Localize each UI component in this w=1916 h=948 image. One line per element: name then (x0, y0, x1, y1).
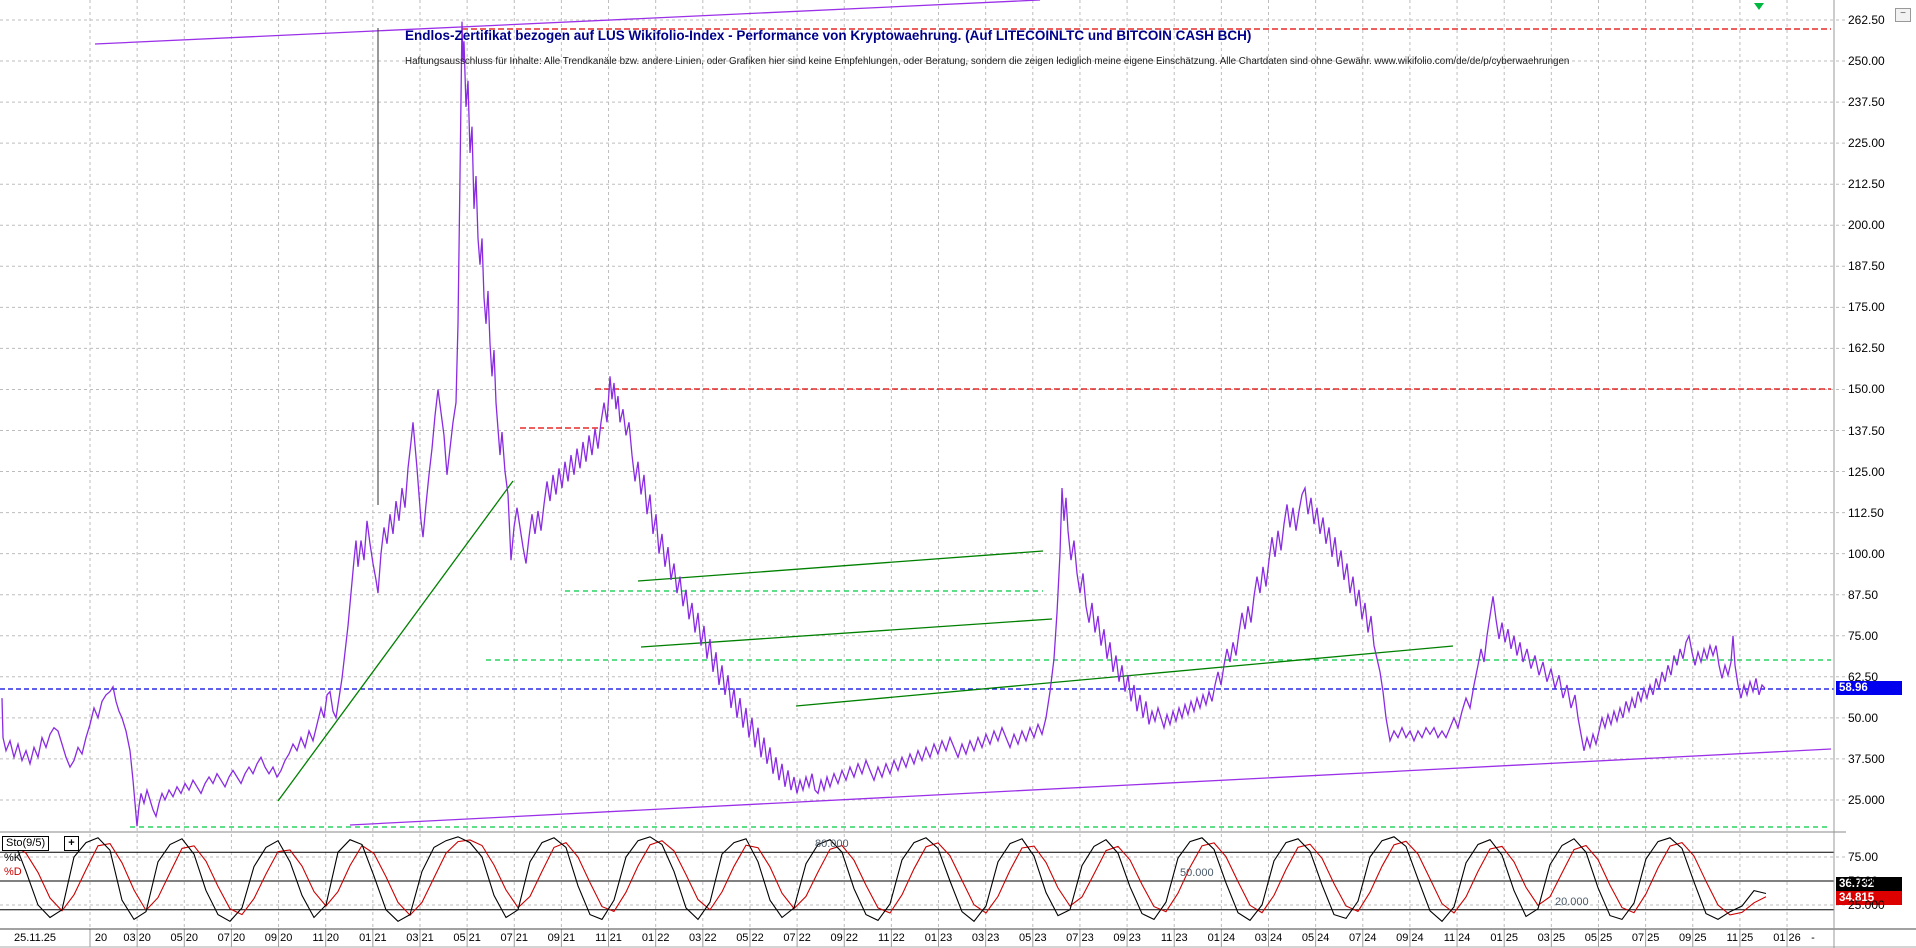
x-axis-label: 11 25 (1726, 932, 1754, 944)
y-axis-label-main: 212.50 (1848, 177, 1885, 192)
x-axis-label: 09 20 (264, 932, 293, 944)
y-axis-label-main: 137.50 (1848, 423, 1885, 438)
x-axis-label: 09 24 (1396, 932, 1424, 944)
x-axis-label: 07 23 (1066, 932, 1094, 944)
x-axis-label: 05 21 (453, 932, 481, 944)
x-axis-label: 01 21 (359, 932, 387, 944)
stoch-k-label: %K (4, 852, 22, 864)
x-axis-label: 03 24 (1254, 932, 1283, 944)
x-axis-label: 03 25 (1537, 932, 1566, 944)
minimize-icon[interactable]: − (1895, 8, 1911, 22)
stoch-d-value-badge: 34.815 (1836, 891, 1902, 905)
y-axis-label-main: 75.00 (1848, 628, 1879, 643)
chart-title: Endlos-Zertifikat bezogen auf LUS Wikifo… (405, 28, 1252, 43)
add-indicator-button[interactable]: + (64, 836, 79, 851)
stoch-k-line[interactable] (1, 836, 1767, 923)
x-axis-label: 05 20 (170, 932, 199, 944)
stoch-d-line[interactable] (1, 839, 1767, 917)
green-trendline-2020[interactable] (277, 480, 514, 802)
green-top-marker[interactable] (1754, 3, 1764, 10)
x-axis-label: 05 25 (1584, 932, 1613, 944)
x-axis-label: 11 23 (1160, 932, 1188, 944)
x-axis-label: 05 22 (736, 932, 764, 944)
y-axis-label-main: 175.00 (1848, 300, 1885, 315)
x-axis-label: 11 22 (878, 932, 905, 944)
x-axis-label: 03 20 (123, 932, 151, 944)
x-axis-label: 01 23 (924, 932, 953, 944)
x-axis-label: 01 22 (641, 932, 670, 944)
green-trendline-2023[interactable] (795, 645, 1454, 707)
upper-purple-trendline[interactable] (94, 0, 1041, 45)
y-axis-label-main: 112.50 (1848, 505, 1884, 520)
x-axis-label: 07 21 (500, 932, 529, 944)
green-trendline-2022-upper[interactable] (637, 550, 1044, 582)
y-axis-label-main: 250.00 (1848, 54, 1885, 69)
y-axis-label-main: 237.50 (1848, 95, 1885, 110)
x-axis-label: 09 23 (1113, 932, 1141, 944)
x-axis-label: 01 25 (1490, 932, 1518, 944)
y-axis-label-main: 25.000 (1848, 792, 1885, 807)
y-axis-label-indicator: 25.000 (1848, 898, 1885, 912)
stoch-level-80-label: 80.000 (815, 838, 849, 850)
current-price-badge: 58.96 (1836, 681, 1902, 695)
x-axis-label: - (1811, 932, 1815, 944)
x-axis-label: 03 22 (689, 932, 717, 944)
x-axis-label: 05 23 (1019, 932, 1047, 944)
chart-disclaimer: Haftungsausschluss für Inhalte: Alle Tre… (405, 56, 1570, 67)
x-axis-label: 25.11.25 (13, 932, 56, 944)
y-axis-label-main: 200.00 (1848, 218, 1885, 233)
y-axis-label-main: 187.50 (1848, 259, 1885, 274)
x-axis-label: 07 25 (1631, 932, 1660, 944)
y-axis-label-main: 50.00 (1848, 710, 1879, 725)
x-axis-label: 01 24 (1207, 932, 1236, 944)
x-axis-label: 11 24 (1443, 932, 1471, 944)
x-axis-label: 01 26 (1773, 932, 1801, 944)
y-axis-label-main: 37.500 (1848, 751, 1885, 766)
x-axis-label: 11 20 (312, 932, 340, 944)
y-axis-label-main: 62.50 (1848, 669, 1879, 684)
y-axis-label-main: 262.50 (1848, 13, 1885, 27)
x-axis-label: 09 25 (1678, 932, 1707, 944)
stoch-level-20-label: 20.000 (1555, 896, 1589, 908)
x-axis-label: 09 22 (830, 932, 858, 944)
x-axis-label: 03 21 (406, 932, 434, 944)
x-axis-label: 11 21 (595, 932, 622, 944)
y-axis-label-main: 150.00 (1848, 382, 1885, 397)
x-axis-label: 03 23 (971, 932, 1000, 944)
stoch-d-label: %D (4, 866, 22, 878)
x-axis-label: 05 24 (1301, 932, 1330, 944)
y-axis-label-main: 100.00 (1848, 546, 1885, 561)
y-axis-label-indicator: 75.00 (1848, 850, 1879, 864)
lower-purple-trendline[interactable] (349, 748, 1832, 826)
indicator-name-box[interactable]: Sto(9/5) (2, 836, 50, 851)
x-axis-label: 07 24 (1349, 932, 1377, 944)
price-line[interactable] (1, 21, 1766, 827)
y-axis-label-main: 125.00 (1848, 464, 1885, 479)
x-axis-label: 07 20 (217, 932, 246, 944)
y-axis-label-main: 162.50 (1848, 341, 1885, 356)
y-axis-label-main: 225.00 (1848, 136, 1885, 151)
stoch-level-50-label: 50.000 (1180, 867, 1214, 879)
y-axis-label-main: 87.50 (1848, 587, 1879, 602)
x-axis-label: 07 22 (783, 932, 811, 944)
y-axis-label-indicator: 50.00 (1848, 874, 1879, 888)
x-axis-label: 09 21 (547, 932, 576, 944)
stoch-k-value-badge: 36.732 (1836, 877, 1902, 891)
x-axis-label: 20 (94, 932, 108, 944)
